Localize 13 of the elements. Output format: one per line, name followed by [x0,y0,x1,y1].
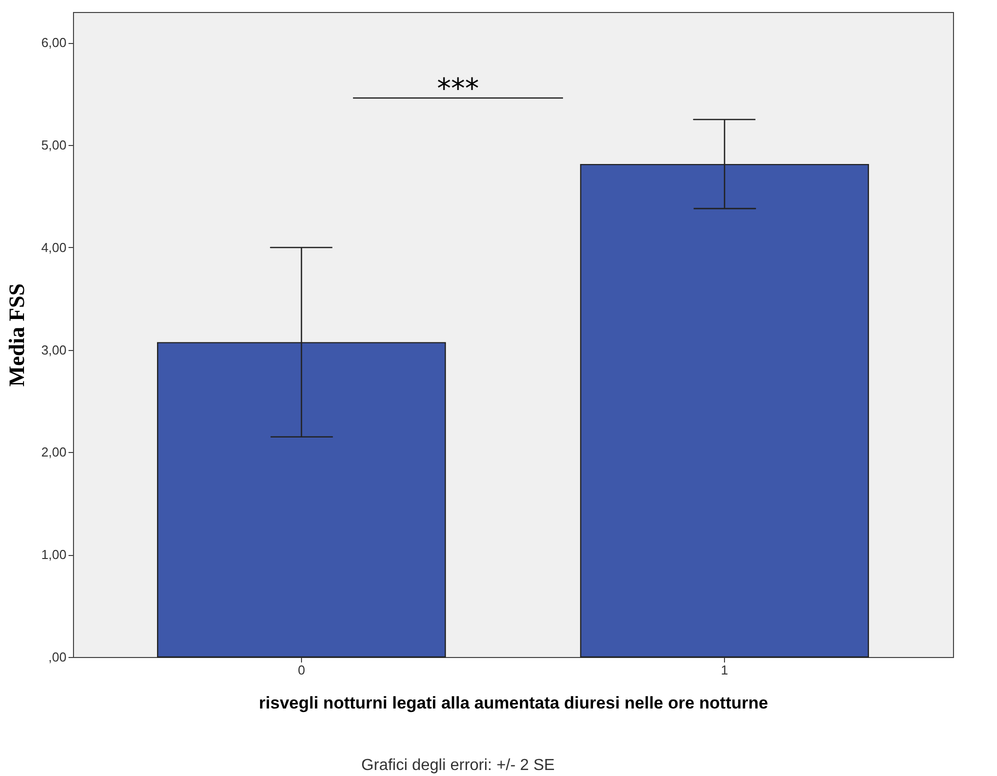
y-tick-label: 4,00 [41,240,66,255]
text: Grafici degli errori: +/- 2 SE [361,757,555,774]
y-tick-label: 6,00 [41,35,66,50]
y-tick-label: ,00 [48,650,66,664]
y-tick-label: 1,00 [41,547,66,562]
y-tick-label: 3,00 [41,342,66,358]
x-tick-label: 0 [298,662,306,678]
x-tick-label: 1 [720,662,728,678]
y-axis-title: Media FSS [4,283,30,387]
y-tick-label: 2,00 [41,444,66,460]
annotation: *** [437,72,479,105]
x-axis-title: risvegli notturni legati alla aumentata diuresi nelle ore notturne [258,694,768,712]
y-tick-label: 5,00 [41,138,66,153]
